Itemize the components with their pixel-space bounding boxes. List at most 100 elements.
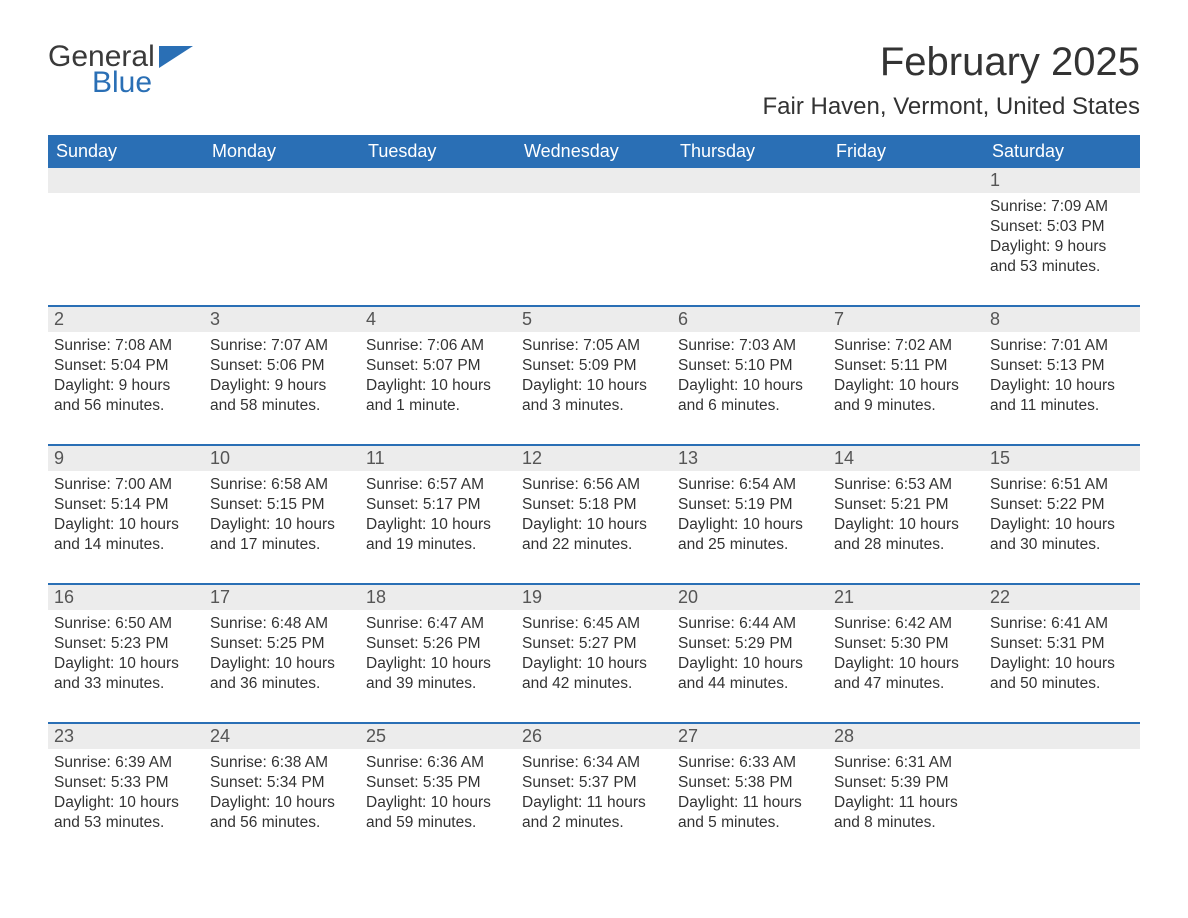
day-number: 14	[828, 446, 984, 471]
daylight-text: Daylight: 10 hours and 59 minutes.	[366, 793, 510, 833]
weekday-wednesday: Wednesday	[516, 135, 672, 168]
day-number: 21	[828, 585, 984, 610]
day-cell: Sunrise: 6:38 AMSunset: 5:34 PMDaylight:…	[204, 749, 360, 841]
day-cell: Sunrise: 6:36 AMSunset: 5:35 PMDaylight:…	[360, 749, 516, 841]
sunrise-text: Sunrise: 6:33 AM	[678, 753, 822, 773]
day-number: 23	[48, 724, 204, 749]
day-number: 20	[672, 585, 828, 610]
daylight-text: Daylight: 10 hours and 1 minute.	[366, 376, 510, 416]
day-number: 8	[984, 307, 1140, 332]
weekday-header-row: SundayMondayTuesdayWednesdayThursdayFrid…	[48, 135, 1140, 168]
daylight-text: Daylight: 10 hours and 39 minutes.	[366, 654, 510, 694]
sunrise-text: Sunrise: 7:01 AM	[990, 336, 1134, 356]
day-cell: Sunrise: 6:50 AMSunset: 5:23 PMDaylight:…	[48, 610, 204, 702]
sunset-text: Sunset: 5:33 PM	[54, 773, 198, 793]
day-cell	[984, 749, 1140, 841]
daylight-text: Daylight: 9 hours and 53 minutes.	[990, 237, 1134, 277]
daylight-text: Daylight: 10 hours and 3 minutes.	[522, 376, 666, 416]
daylight-text: Daylight: 10 hours and 22 minutes.	[522, 515, 666, 555]
sunset-text: Sunset: 5:39 PM	[834, 773, 978, 793]
sunrise-text: Sunrise: 6:47 AM	[366, 614, 510, 634]
daynum-row: 232425262728	[48, 724, 1140, 749]
daynum-row: 16171819202122	[48, 585, 1140, 610]
logo-word-blue: Blue	[92, 66, 155, 100]
sunrise-text: Sunrise: 7:02 AM	[834, 336, 978, 356]
day-number: 19	[516, 585, 672, 610]
day-number	[48, 168, 204, 193]
sunset-text: Sunset: 5:22 PM	[990, 495, 1134, 515]
day-cell: Sunrise: 7:02 AMSunset: 5:11 PMDaylight:…	[828, 332, 984, 424]
logo-flag-icon	[159, 46, 193, 68]
daylight-text: Daylight: 10 hours and 17 minutes.	[210, 515, 354, 555]
week-row: 1Sunrise: 7:09 AMSunset: 5:03 PMDaylight…	[48, 168, 1140, 285]
day-number: 28	[828, 724, 984, 749]
daylight-text: Daylight: 10 hours and 36 minutes.	[210, 654, 354, 694]
day-number: 13	[672, 446, 828, 471]
day-cell: Sunrise: 6:39 AMSunset: 5:33 PMDaylight:…	[48, 749, 204, 841]
day-number: 15	[984, 446, 1140, 471]
day-cell	[672, 193, 828, 285]
sunset-text: Sunset: 5:19 PM	[678, 495, 822, 515]
day-cell: Sunrise: 6:53 AMSunset: 5:21 PMDaylight:…	[828, 471, 984, 563]
day-cell: Sunrise: 6:58 AMSunset: 5:15 PMDaylight:…	[204, 471, 360, 563]
calendar: SundayMondayTuesdayWednesdayThursdayFrid…	[48, 135, 1140, 841]
sunset-text: Sunset: 5:04 PM	[54, 356, 198, 376]
week-row: 16171819202122Sunrise: 6:50 AMSunset: 5:…	[48, 583, 1140, 702]
daylight-text: Daylight: 9 hours and 58 minutes.	[210, 376, 354, 416]
daylight-text: Daylight: 10 hours and 25 minutes.	[678, 515, 822, 555]
day-cell: Sunrise: 6:45 AMSunset: 5:27 PMDaylight:…	[516, 610, 672, 702]
sunrise-text: Sunrise: 6:38 AM	[210, 753, 354, 773]
daynum-row: 1	[48, 168, 1140, 193]
day-number: 2	[48, 307, 204, 332]
sunset-text: Sunset: 5:27 PM	[522, 634, 666, 654]
day-number: 6	[672, 307, 828, 332]
sunrise-text: Sunrise: 6:53 AM	[834, 475, 978, 495]
weekday-tuesday: Tuesday	[360, 135, 516, 168]
sunset-text: Sunset: 5:15 PM	[210, 495, 354, 515]
day-cell: Sunrise: 6:33 AMSunset: 5:38 PMDaylight:…	[672, 749, 828, 841]
sunset-text: Sunset: 5:31 PM	[990, 634, 1134, 654]
sunset-text: Sunset: 5:09 PM	[522, 356, 666, 376]
sunrise-text: Sunrise: 7:06 AM	[366, 336, 510, 356]
day-cell	[204, 193, 360, 285]
logo: General Blue	[48, 40, 193, 100]
weeks-container: 1Sunrise: 7:09 AMSunset: 5:03 PMDaylight…	[48, 168, 1140, 841]
daylight-text: Daylight: 10 hours and 33 minutes.	[54, 654, 198, 694]
day-cell: Sunrise: 6:34 AMSunset: 5:37 PMDaylight:…	[516, 749, 672, 841]
day-cell: Sunrise: 6:51 AMSunset: 5:22 PMDaylight:…	[984, 471, 1140, 563]
day-number	[360, 168, 516, 193]
daylight-text: Daylight: 11 hours and 5 minutes.	[678, 793, 822, 833]
sunrise-text: Sunrise: 6:39 AM	[54, 753, 198, 773]
sunrise-text: Sunrise: 6:42 AM	[834, 614, 978, 634]
daylight-text: Daylight: 10 hours and 47 minutes.	[834, 654, 978, 694]
sunset-text: Sunset: 5:17 PM	[366, 495, 510, 515]
sunrise-text: Sunrise: 6:44 AM	[678, 614, 822, 634]
day-cell: Sunrise: 6:42 AMSunset: 5:30 PMDaylight:…	[828, 610, 984, 702]
sunset-text: Sunset: 5:29 PM	[678, 634, 822, 654]
sunrise-text: Sunrise: 6:50 AM	[54, 614, 198, 634]
daylight-text: Daylight: 10 hours and 9 minutes.	[834, 376, 978, 416]
sunset-text: Sunset: 5:21 PM	[834, 495, 978, 515]
location: Fair Haven, Vermont, United States	[762, 93, 1140, 121]
day-number: 17	[204, 585, 360, 610]
daynum-row: 2345678	[48, 307, 1140, 332]
day-cell: Sunrise: 7:05 AMSunset: 5:09 PMDaylight:…	[516, 332, 672, 424]
day-number: 3	[204, 307, 360, 332]
header: General Blue February 2025 Fair Haven, V…	[48, 40, 1140, 121]
sunrise-text: Sunrise: 7:08 AM	[54, 336, 198, 356]
day-number: 26	[516, 724, 672, 749]
daylight-text: Daylight: 10 hours and 28 minutes.	[834, 515, 978, 555]
weekday-monday: Monday	[204, 135, 360, 168]
sunset-text: Sunset: 5:37 PM	[522, 773, 666, 793]
daylight-text: Daylight: 10 hours and 30 minutes.	[990, 515, 1134, 555]
week-row: 9101112131415Sunrise: 7:00 AMSunset: 5:1…	[48, 444, 1140, 563]
day-number: 22	[984, 585, 1140, 610]
day-cell	[516, 193, 672, 285]
sunset-text: Sunset: 5:14 PM	[54, 495, 198, 515]
sunrise-text: Sunrise: 6:57 AM	[366, 475, 510, 495]
sunrise-text: Sunrise: 6:58 AM	[210, 475, 354, 495]
sunrise-text: Sunrise: 7:07 AM	[210, 336, 354, 356]
sunset-text: Sunset: 5:35 PM	[366, 773, 510, 793]
daylight-text: Daylight: 10 hours and 14 minutes.	[54, 515, 198, 555]
sunset-text: Sunset: 5:23 PM	[54, 634, 198, 654]
